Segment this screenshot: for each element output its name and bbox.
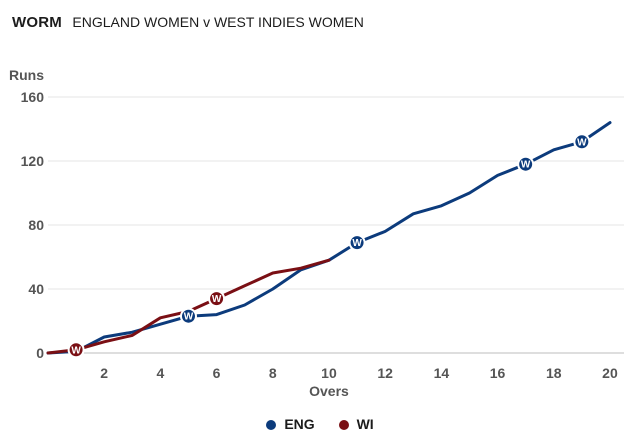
chart-subtitle: ENGLAND WOMEN v WEST INDIES WOMEN [72, 14, 364, 30]
chart-title: WORM [12, 14, 62, 31]
wicket-marker-wi [208, 290, 226, 308]
legend: ENG WI [0, 416, 640, 432]
wicket-marker-eng [179, 307, 197, 325]
x-tick-label: 14 [434, 365, 450, 381]
legend-label-eng: ENG [284, 416, 315, 432]
wicket-marker-label: W [352, 238, 362, 249]
y-axis-label: Runs [9, 67, 44, 83]
wicket-marker-label: W [184, 312, 194, 323]
wicket-marker-wi [67, 341, 85, 359]
y-tick-label: 120 [21, 153, 45, 169]
x-tick-label: 2 [100, 365, 108, 381]
eng-swatch-icon [266, 420, 277, 430]
wicket-marker-eng [517, 155, 535, 173]
legend-item-eng[interactable]: ENG [266, 416, 315, 432]
y-tick-label: 160 [21, 89, 45, 105]
x-tick-label: 10 [321, 365, 337, 381]
series-line-wi [46, 258, 331, 355]
legend-item-wi[interactable]: WI [338, 416, 374, 432]
y-tick-label: 0 [36, 345, 44, 361]
x-tick-label: 6 [213, 365, 221, 381]
x-tick-label: 16 [490, 365, 506, 381]
wicket-marker-eng [573, 133, 591, 151]
y-tick-label: 80 [28, 217, 44, 233]
wicket-marker-label: W [577, 137, 587, 148]
y-tick-label: 40 [28, 281, 44, 297]
x-axis-label: Overs [309, 383, 349, 399]
wicket-marker-label: W [71, 345, 81, 356]
x-tick-label: 12 [377, 365, 393, 381]
x-tick-label: 8 [269, 365, 277, 381]
x-tick-label: 20 [602, 365, 618, 381]
wi-swatch-icon [338, 420, 349, 430]
x-tick-label: 18 [546, 365, 562, 381]
x-tick-label: 4 [156, 365, 164, 381]
chart-header: WORM ENGLAND WOMEN v WEST INDIES WOMEN [12, 14, 364, 32]
wicket-marker-label: W [212, 294, 222, 305]
legend-label-wi: WI [356, 416, 374, 432]
wicket-marker-label: W [521, 160, 531, 171]
wicket-marker-eng [348, 234, 366, 252]
